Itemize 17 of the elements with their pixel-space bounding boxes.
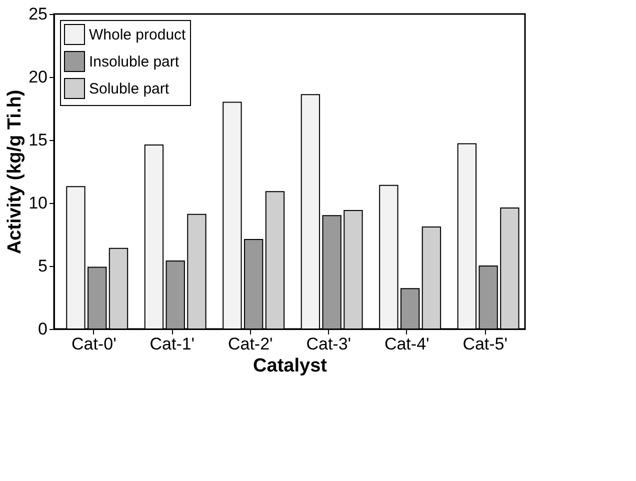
x-tick-label: Cat-5' [462, 334, 508, 354]
x-tick-label: Cat-3' [306, 334, 352, 354]
x-tick-label: Cat-4' [384, 334, 430, 354]
y-tick-label: 10 [28, 194, 48, 212]
legend-label: Whole product [89, 26, 187, 44]
legend-label: Insoluble part [89, 54, 180, 70]
x-axis-title: Catalyst [253, 356, 328, 376]
y-tick-label: 0 [38, 320, 48, 338]
x-tick-label: Cat-0' [71, 334, 116, 354]
y-tick-label: 25 [28, 4, 48, 24]
x-tick-label: Cat-2' [228, 334, 273, 354]
y-tick-label: 15 [28, 130, 48, 150]
y-tick-label: 5 [38, 256, 48, 276]
y-axis-title: Activity (kg/g Ti.h) [4, 90, 26, 254]
x-tick-label: Cat-1' [150, 334, 195, 354]
legend-label: Soluble part [89, 80, 170, 98]
y-tick-label: 20 [28, 68, 48, 86]
